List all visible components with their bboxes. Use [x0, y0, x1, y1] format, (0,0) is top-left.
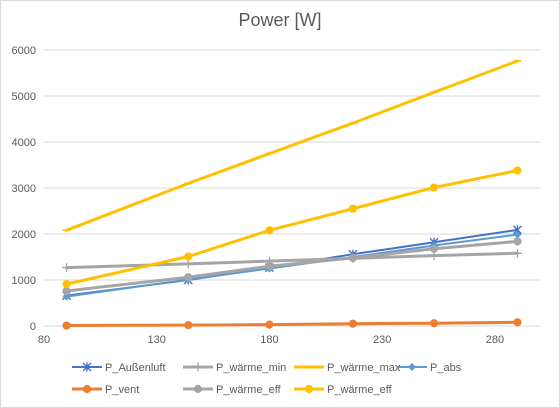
data-point [429, 244, 439, 253]
legend: P_Außenluft P_wärme_min P_wärme_max P_abs P_… [72, 362, 462, 396]
series-line [65, 239, 519, 293]
data-point [184, 320, 193, 330]
legend-label: P_Außenluft [105, 362, 166, 374]
series-line [65, 251, 519, 270]
legend-marker [82, 362, 92, 372]
data-point [513, 237, 522, 246]
legend-label: P_vent [105, 384, 139, 396]
legend-item: P_wärme_eff [183, 384, 282, 396]
data-point [513, 230, 522, 239]
legend-label: P_wärme_eff [216, 384, 282, 396]
data-point [62, 263, 72, 273]
y-tick-label: 2000 [12, 229, 36, 241]
y-tick-label: 1000 [12, 275, 36, 287]
data-point [183, 259, 193, 269]
legend-marker [193, 362, 203, 372]
data-point [429, 319, 439, 328]
data-point [429, 183, 439, 192]
series-layer [62, 59, 522, 330]
data-point [513, 318, 522, 327]
legend-item: P_vent [72, 384, 139, 396]
data-point [512, 248, 522, 258]
series-2 [62, 59, 522, 232]
data-point [62, 280, 71, 289]
legend-label: P_wärme_max [327, 362, 401, 374]
y-tick-label: 3000 [12, 183, 36, 195]
legend-marker [193, 384, 203, 394]
legend-marker [408, 363, 416, 371]
axis-labels: 0 1000 2000 3000 4000 5000 6000 80 130 180 230 280 [12, 45, 505, 346]
data-point [348, 319, 357, 328]
legend-marker [304, 384, 314, 394]
x-tick-label: 80 [38, 334, 50, 346]
y-tick-label: 6000 [12, 45, 36, 57]
data-point [62, 321, 71, 330]
data-point [62, 286, 71, 296]
x-tick-label: 230 [373, 334, 391, 346]
chart-title: Power [W] [238, 10, 322, 30]
data-point [265, 226, 274, 235]
legend-label: P_wärme_eff [327, 384, 393, 396]
y-tick-label: 5000 [12, 91, 36, 103]
legend-label: P_abs [430, 362, 462, 374]
series-5 [62, 237, 522, 296]
legend-item: P_wärme_max [294, 362, 401, 374]
series-line [65, 320, 519, 327]
data-point [265, 320, 274, 329]
x-tick-label: 130 [148, 334, 166, 346]
x-tick-label: 180 [260, 334, 278, 346]
y-tick-label: 0 [30, 321, 36, 333]
data-point [513, 166, 522, 175]
series-line [65, 59, 519, 232]
series-line [65, 169, 519, 286]
legend-item: P_abs [397, 362, 462, 374]
x-tick-label: 280 [486, 334, 504, 346]
y-tick-label: 4000 [12, 137, 36, 149]
series-4 [62, 318, 522, 330]
data-point [348, 253, 357, 263]
legend-marker [82, 384, 92, 394]
data-point [184, 252, 193, 261]
series-6 [62, 166, 522, 289]
legend-item: P_wärme_eff [294, 384, 393, 396]
legend-label: P_wärme_min [216, 362, 286, 374]
data-point [184, 273, 193, 282]
data-point [348, 204, 357, 213]
data-point [265, 262, 274, 271]
legend-item: P_Außenluft [72, 362, 166, 374]
legend-item: P_wärme_min [183, 362, 286, 374]
